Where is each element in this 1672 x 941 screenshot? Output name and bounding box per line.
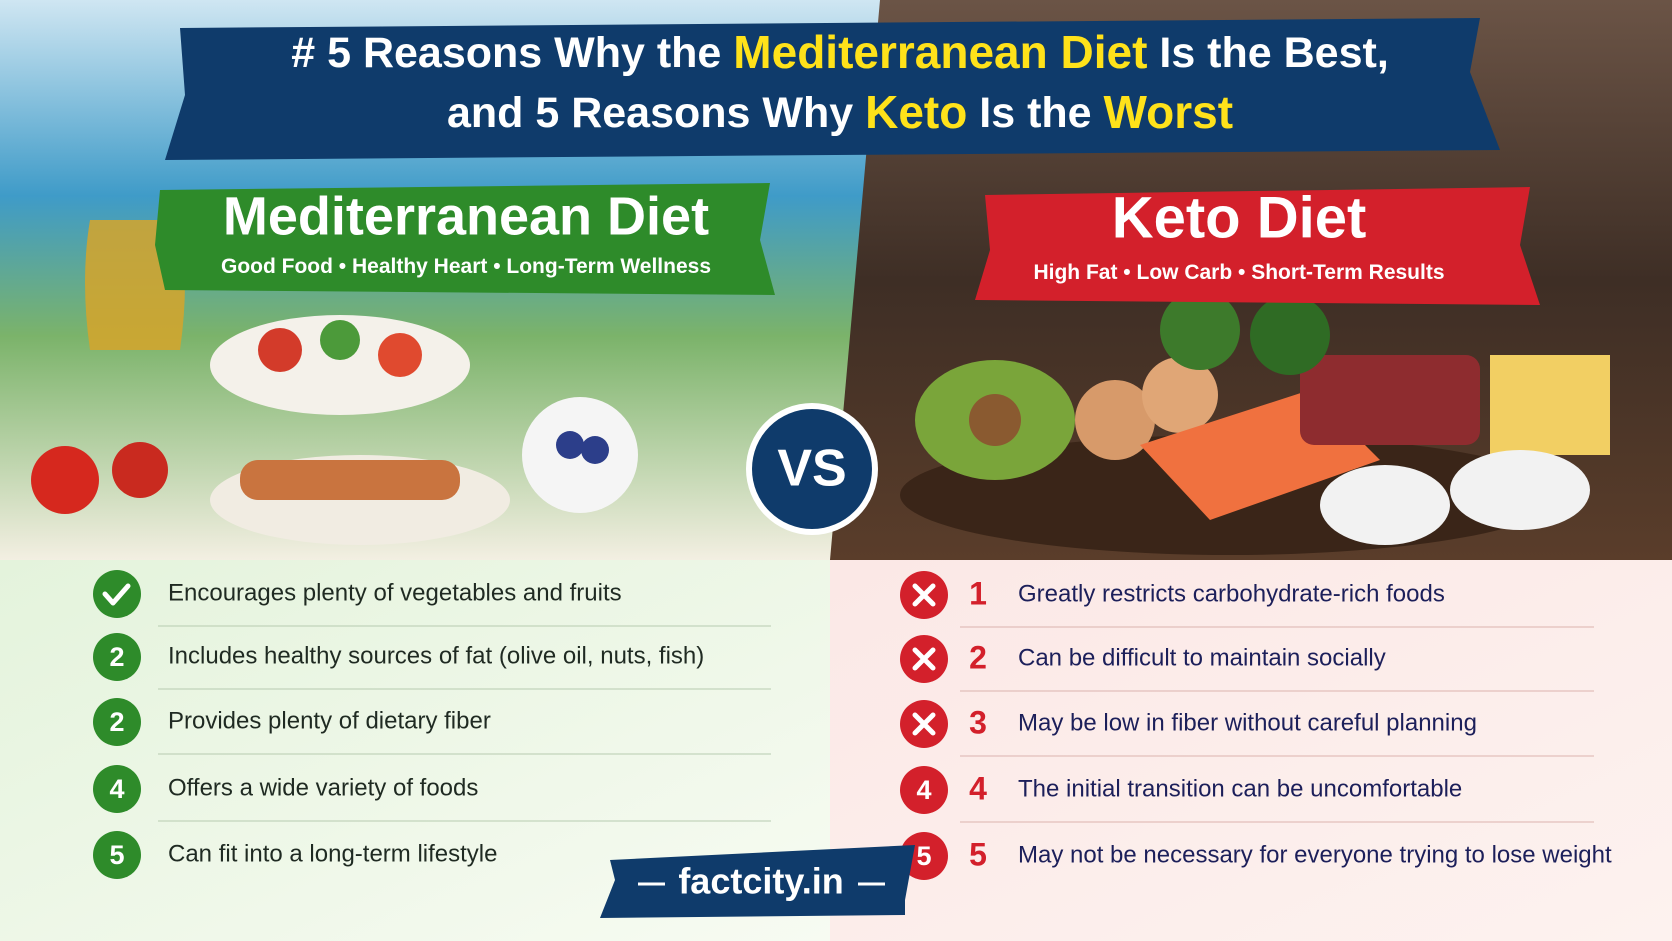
badge: [900, 766, 948, 814]
title-highlight: Keto: [865, 86, 967, 138]
footer-site: factcity.in: [678, 861, 843, 902]
badge-label: 4: [109, 774, 124, 804]
cross-icon: [912, 583, 936, 607]
item-number: 1: [969, 575, 987, 611]
tag-line: Good Food • Healthy Heart • Long-Term We…: [221, 255, 711, 278]
item-text: May be low in fiber without careful plan…: [1018, 709, 1477, 736]
badge: [93, 765, 141, 813]
item-number: 3: [969, 704, 987, 740]
title-line: and 5 Reasons Why Keto Is the Worst: [447, 86, 1233, 138]
tag: Good Food: [221, 255, 333, 278]
lists: Encourages plenty of vegetables and frui…: [93, 570, 1612, 880]
item-text: Includes healthy sources of fat (olive o…: [168, 642, 704, 669]
med-banner: [155, 183, 775, 295]
title: # 5 Reasons Why the Mediterranean Diet I…: [291, 26, 1389, 138]
badge: [93, 831, 141, 879]
item-number: 4: [969, 770, 987, 806]
tag-separator: •: [333, 255, 352, 278]
item-text: May not be necessary for everyone trying…: [1018, 841, 1612, 868]
tag: Long-Term Wellness: [506, 255, 711, 278]
vs-label: VS: [777, 440, 846, 498]
badge-label: 5: [916, 841, 931, 871]
badge: [93, 633, 141, 681]
title-highlight: Worst: [1104, 86, 1234, 138]
med-heading: Mediterranean Diet: [223, 186, 709, 246]
title-highlight: Mediterranean Diet: [733, 26, 1147, 78]
tags: Good Food • Healthy Heart • Long-Term We…: [221, 255, 1445, 284]
keto-banner: [975, 187, 1540, 305]
badge: [900, 832, 948, 880]
tag: Healthy Heart: [352, 255, 487, 278]
tag: Short-Term Results: [1251, 261, 1444, 284]
tag-line: High Fat • Low Carb • Short-Term Results: [1033, 261, 1444, 284]
item-text: Can be difficult to maintain socially: [1018, 644, 1386, 671]
item-text: Offers a wide variety of foods: [168, 774, 478, 801]
title-text: Is the: [967, 89, 1103, 137]
title-text: and 5 Reasons Why: [447, 89, 865, 137]
tag: High Fat: [1033, 261, 1117, 284]
footer-banner: [600, 845, 915, 918]
title-line: # 5 Reasons Why the Mediterranean Diet I…: [291, 26, 1389, 78]
item-text: Greatly restricts carbohydrate-rich food…: [1018, 580, 1445, 607]
title-text: # 5 Reasons Why the: [291, 29, 733, 77]
vs-circle: [752, 409, 872, 529]
tag-separator: •: [487, 255, 506, 278]
item-text: The initial transition can be uncomforta…: [1018, 775, 1462, 802]
item-text: Can fit into a long-term lifestyle: [168, 840, 497, 867]
item-text: Provides plenty of dietary fiber: [168, 707, 491, 734]
cross-icon: [912, 712, 936, 736]
item-number: 5: [969, 836, 987, 872]
cross-icon: [912, 647, 936, 671]
check-icon: [102, 583, 131, 606]
tag: Low Carb: [1137, 261, 1233, 284]
tag-separator: •: [1117, 261, 1136, 284]
item-text: Encourages plenty of vegetables and frui…: [168, 579, 622, 606]
title-banner: [165, 18, 1500, 160]
badge: [93, 698, 141, 746]
badge-label: 5: [109, 840, 124, 870]
keto-heading: Keto Diet: [1112, 185, 1367, 250]
badge-label: 2: [109, 707, 124, 737]
item-number: 2: [969, 639, 987, 675]
tag-separator: •: [1232, 261, 1251, 284]
title-text: Is the Best,: [1147, 29, 1388, 77]
badge-label: 4: [916, 775, 931, 805]
badge-label: 2: [109, 642, 124, 672]
badge: [93, 570, 141, 618]
